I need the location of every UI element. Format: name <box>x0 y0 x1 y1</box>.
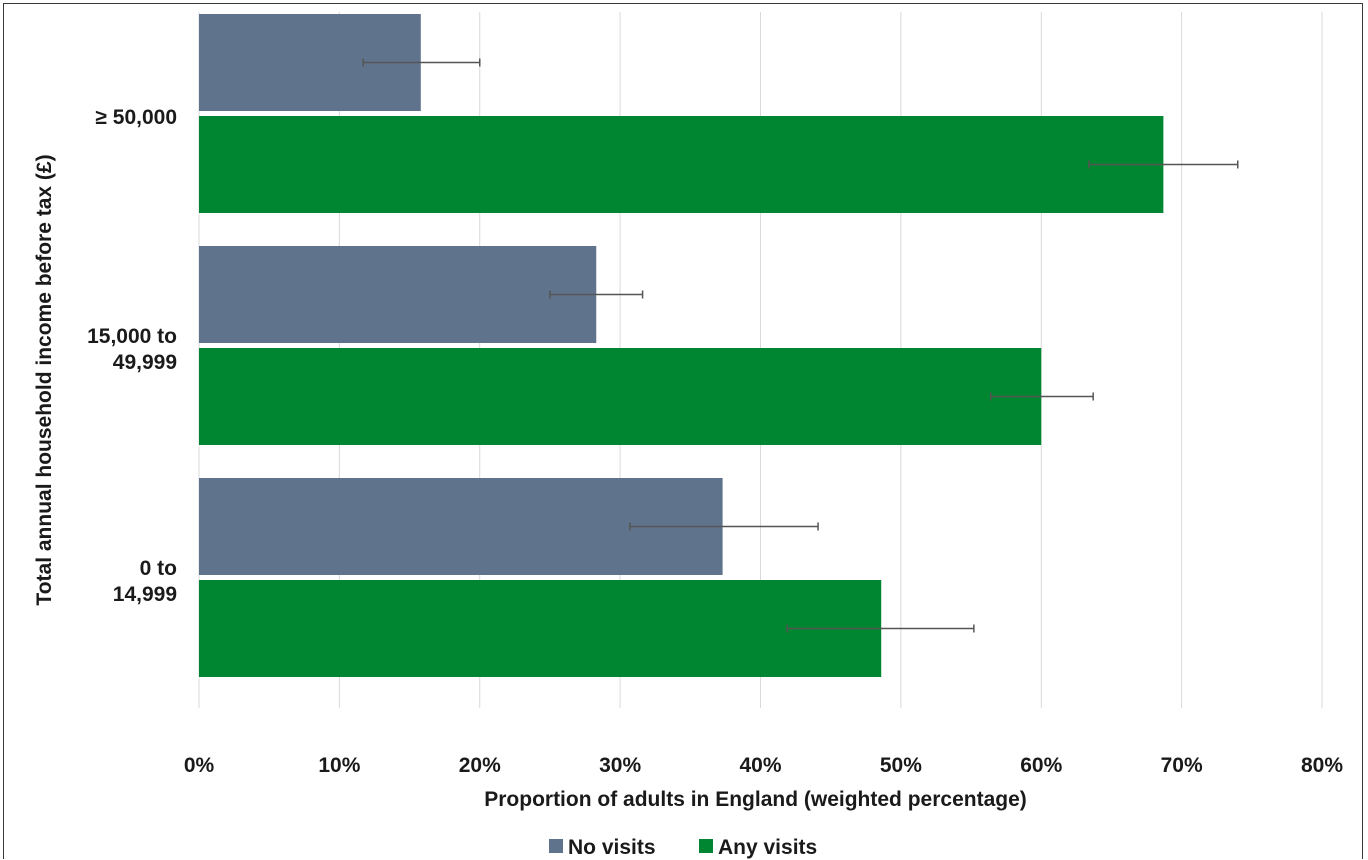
x-tick-label: 60% <box>1020 754 1062 777</box>
error-bar <box>1088 160 1239 169</box>
x-tick-label: 30% <box>599 754 641 777</box>
x-tick-label: 40% <box>739 754 781 777</box>
category-label-line: 14,999 <box>113 583 177 606</box>
x-tick-labels: 0% 10% 20% 30% 40% 50% 60% 70% 80% <box>184 754 1344 777</box>
y-axis-title: Total annual household income before tax… <box>33 154 56 605</box>
x-tick-label: 70% <box>1161 754 1203 777</box>
y-category-label: 0 to 14,999 <box>113 557 177 606</box>
category-label-line: 0 to <box>140 557 177 580</box>
bar-any-visits <box>199 348 1042 445</box>
category-label-line: 15,000 to <box>87 325 177 348</box>
y-category-label: ≥ 50,000 <box>95 106 177 129</box>
error-bars <box>362 58 1239 633</box>
bar-any-visits <box>199 116 1164 213</box>
error-bar <box>629 522 819 531</box>
x-tick-label: 0% <box>184 754 215 777</box>
category-label-line: 49,999 <box>113 351 177 374</box>
y-category-label: 15,000 to 49,999 <box>87 325 177 374</box>
x-axis-title: Proportion of adults in England (weighte… <box>484 788 1027 811</box>
legend-swatch <box>549 839 563 853</box>
error-bar <box>989 392 1094 401</box>
category-label-line: ≥ 50,000 <box>95 106 177 129</box>
error-bar <box>362 58 481 67</box>
legend-label: No visits <box>568 836 656 859</box>
y-category-labels: ≥ 50,000 15,000 to 49,999 0 to 14,999 <box>87 106 177 606</box>
error-bar <box>549 290 644 299</box>
x-tick-label: 80% <box>1301 754 1343 777</box>
bar-no-visits <box>199 246 597 343</box>
error-bar <box>786 624 975 633</box>
chart-frame <box>3 3 1363 859</box>
legend-swatch <box>699 839 713 853</box>
x-tick-label: 20% <box>459 754 501 777</box>
bar-any-visits <box>199 580 882 677</box>
legend: No visits Any visits <box>549 836 817 859</box>
bars <box>199 14 1164 677</box>
x-tick-label: 50% <box>880 754 922 777</box>
x-tick-label: 10% <box>318 754 360 777</box>
legend-label: Any visits <box>718 836 817 859</box>
